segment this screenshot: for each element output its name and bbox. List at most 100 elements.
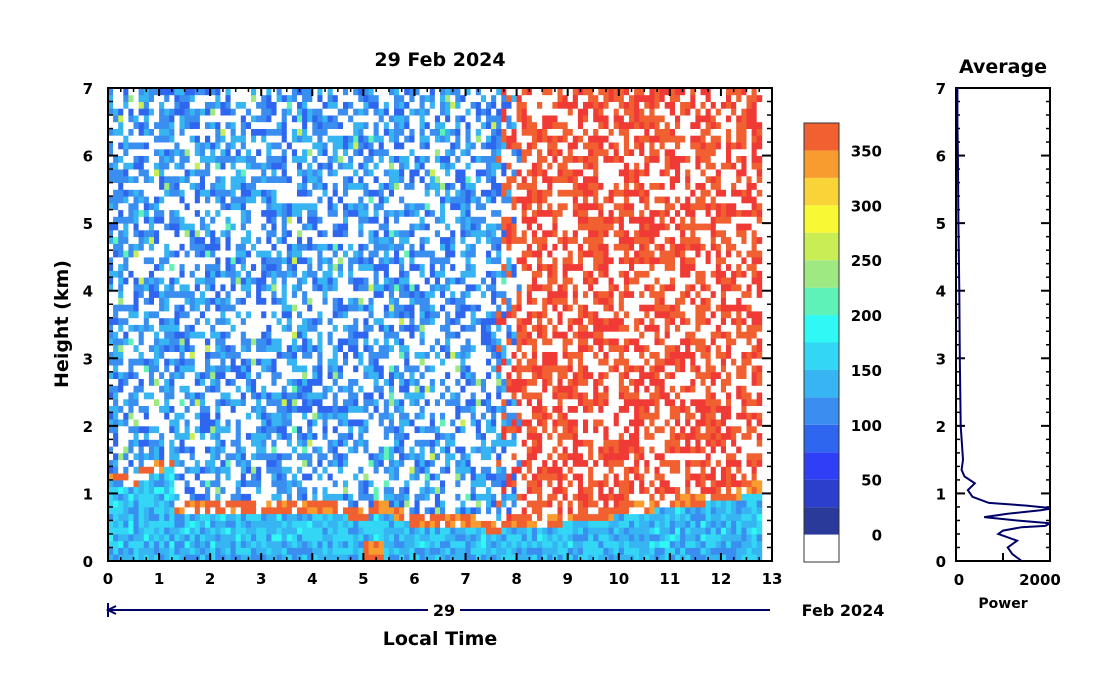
heatmap-cell bbox=[363, 358, 369, 366]
heatmap-cell bbox=[159, 290, 165, 298]
heatmap-cell bbox=[470, 554, 477, 561]
heatmap-cell bbox=[159, 115, 165, 123]
heatmap-cell bbox=[394, 290, 400, 298]
heatmap-cell bbox=[225, 520, 231, 528]
heatmap-cell bbox=[353, 236, 359, 244]
heatmap-cell bbox=[266, 128, 272, 136]
heatmap-cell bbox=[291, 479, 298, 488]
heatmap-cell bbox=[184, 466, 191, 474]
heatmap-cell bbox=[317, 236, 323, 244]
heatmap-cell bbox=[368, 128, 374, 136]
heatmap-cell bbox=[184, 311, 191, 319]
heatmap-cell bbox=[414, 351, 420, 359]
heatmap-cell bbox=[302, 162, 308, 170]
heatmap-cell bbox=[337, 175, 344, 183]
heatmap-cell bbox=[332, 527, 339, 535]
heatmap-cell bbox=[179, 513, 185, 521]
heatmap-cell bbox=[343, 466, 349, 474]
heatmap-cell bbox=[327, 540, 334, 548]
heatmap-cell bbox=[419, 297, 426, 305]
heatmap-cell bbox=[399, 331, 405, 339]
heatmap-cell bbox=[378, 142, 385, 150]
heatmap-cell bbox=[450, 412, 456, 420]
heatmap-cell bbox=[281, 378, 288, 386]
heatmap-cell bbox=[230, 466, 237, 474]
heatmap-cell bbox=[434, 155, 441, 163]
heatmap-cell bbox=[297, 358, 303, 366]
heatmap-cell bbox=[230, 473, 237, 481]
heatmap-cell bbox=[225, 479, 231, 488]
heatmap-cell bbox=[286, 439, 293, 447]
heatmap-cell bbox=[373, 142, 380, 150]
heatmap-cell bbox=[281, 513, 288, 521]
heatmap-cell bbox=[332, 520, 339, 528]
heatmap-cell bbox=[225, 331, 231, 339]
heatmap-cell bbox=[332, 324, 339, 332]
heatmap-cell bbox=[205, 135, 211, 143]
heatmap-cell bbox=[138, 392, 145, 400]
heatmap-cell bbox=[154, 209, 160, 217]
heatmap-cell bbox=[133, 371, 139, 379]
heatmap-cell bbox=[189, 419, 196, 427]
heatmap-cell bbox=[174, 148, 180, 156]
heatmap-cell bbox=[225, 446, 231, 454]
heatmap-cell bbox=[159, 365, 165, 373]
heatmap-cell bbox=[286, 182, 293, 190]
heatmap-cell bbox=[266, 209, 272, 217]
heatmap-cell bbox=[169, 284, 175, 292]
heatmap-cell bbox=[271, 344, 277, 352]
heatmap-cell bbox=[235, 250, 242, 258]
heatmap-cell bbox=[307, 486, 313, 494]
heatmap-cell bbox=[307, 229, 313, 238]
heatmap-cell bbox=[271, 236, 277, 244]
heatmap-cell bbox=[429, 236, 436, 244]
heatmap-cell bbox=[138, 142, 145, 150]
heatmap-cell bbox=[154, 344, 160, 352]
heatmap-cell bbox=[302, 135, 308, 143]
heatmap-cell bbox=[128, 500, 134, 508]
heatmap-cell bbox=[327, 182, 334, 190]
heatmap-cell bbox=[332, 466, 339, 474]
heatmap-cell bbox=[113, 182, 119, 190]
heatmap-cell bbox=[383, 243, 390, 251]
heatmap-cell bbox=[123, 290, 129, 298]
heatmap-cell bbox=[373, 534, 380, 542]
heatmap-cell bbox=[174, 175, 180, 183]
heatmap-cell bbox=[363, 284, 369, 292]
heatmap-cell bbox=[327, 250, 334, 258]
heatmap-cell bbox=[404, 317, 410, 325]
heatmap-cell bbox=[404, 378, 410, 386]
heatmap-cell bbox=[108, 466, 114, 474]
heatmap-cell bbox=[291, 155, 298, 163]
heatmap-cell bbox=[434, 378, 441, 386]
heatmap-cell bbox=[450, 527, 456, 535]
heatmap-cell bbox=[348, 527, 354, 535]
heatmap-cell bbox=[383, 493, 390, 501]
heatmap-cell bbox=[281, 216, 288, 224]
heatmap-cell bbox=[322, 419, 328, 427]
heatmap-cell bbox=[434, 256, 441, 265]
heatmap-cell bbox=[240, 412, 247, 420]
heatmap-cell bbox=[251, 196, 257, 204]
heatmap-cell bbox=[225, 223, 231, 231]
heatmap-cell bbox=[266, 88, 272, 96]
heatmap-cell bbox=[388, 412, 395, 420]
heatmap-cell bbox=[388, 223, 395, 231]
heatmap-cell bbox=[240, 432, 247, 440]
heatmap-cell bbox=[404, 527, 410, 535]
heatmap-cell bbox=[245, 432, 252, 440]
heatmap-cell bbox=[113, 236, 119, 244]
heatmap-cell bbox=[281, 175, 288, 183]
heatmap-cell bbox=[230, 311, 237, 319]
heatmap-cell bbox=[343, 94, 349, 102]
heatmap-cell bbox=[256, 493, 262, 501]
heatmap-cell bbox=[271, 182, 277, 190]
heatmap-cell bbox=[332, 486, 339, 494]
heatmap-cell bbox=[148, 135, 155, 143]
heatmap-cell bbox=[460, 338, 466, 346]
heatmap-cell bbox=[327, 169, 334, 177]
heatmap-cell bbox=[358, 486, 364, 494]
heatmap-cell bbox=[225, 304, 231, 312]
heatmap-cell bbox=[460, 371, 466, 379]
heatmap-cell bbox=[302, 479, 308, 488]
